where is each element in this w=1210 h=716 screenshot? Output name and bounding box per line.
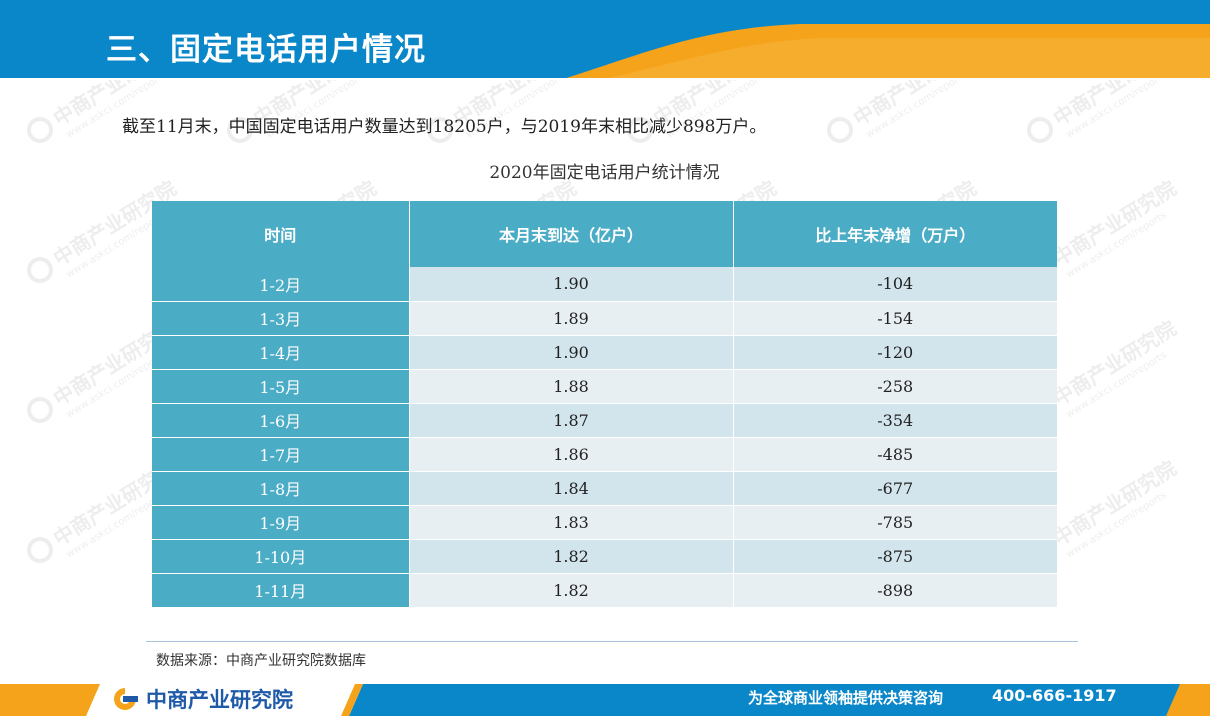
source-note: 数据来源：中商产业研究院数据库	[156, 653, 366, 669]
column-header-net: 比上年末净增（万户）	[733, 201, 1057, 267]
cell-period: 1-2月	[152, 267, 410, 302]
cell-period: 1-8月	[152, 471, 410, 506]
cell-net: -258	[733, 369, 1057, 404]
cell-period: 1-6月	[152, 403, 410, 438]
footer-background	[0, 684, 1210, 716]
brand: 中商产业研究院	[110, 685, 293, 713]
column-header-period: 时间	[152, 201, 410, 267]
svg-text:中商产业研究院: 中商产业研究院	[1049, 316, 1180, 411]
header-background	[0, 0, 1210, 80]
brand-name: 中商产业研究院	[146, 688, 293, 712]
table-row: 1-10月 1.82 -875	[152, 539, 1057, 574]
source-divider	[146, 641, 1078, 642]
brand-logo-icon	[114, 688, 138, 710]
svg-text:中商产业研究院: 中商产业研究院	[1049, 80, 1180, 131]
cell-users: 1.82	[409, 539, 734, 574]
svg-text:www.askci.com/reports: www.askci.com/reports	[1064, 80, 1168, 141]
cell-period: 1-11月	[152, 573, 410, 608]
cell-net: -898	[733, 573, 1057, 608]
cell-users: 1.84	[409, 471, 734, 506]
table-row: 1-5月 1.88 -258	[152, 369, 1057, 404]
cell-net: -875	[733, 539, 1057, 574]
column-header-users: 本月末到达（亿户）	[409, 201, 734, 267]
cell-users: 1.88	[409, 369, 734, 404]
cell-net: -677	[733, 471, 1057, 506]
svg-text:www.askci.com/reports: www.askci.com/reports	[1064, 490, 1168, 561]
cell-period: 1-7月	[152, 437, 410, 472]
cell-period: 1-5月	[152, 369, 410, 404]
stats-table: 时间 本月末到达（亿户） 比上年末净增（万户） 1-2月 1.90 -104 1…	[152, 201, 1057, 608]
svg-text:www.askci.com/reports: www.askci.com/reports	[1064, 350, 1168, 421]
svg-text:www.askci.com/reports: www.askci.com/reports	[1064, 210, 1168, 281]
table-row: 1-4月 1.90 -120	[152, 335, 1057, 370]
cell-period: 1-3月	[152, 301, 410, 336]
cell-users: 1.87	[409, 403, 734, 438]
cell-users: 1.89	[409, 301, 734, 336]
table-row: 1-6月 1.87 -354	[152, 403, 1057, 438]
cell-net: -485	[733, 437, 1057, 472]
footer-slogan: 为全球商业领袖提供决策咨询	[748, 689, 944, 707]
cell-users: 1.83	[409, 505, 734, 540]
table-title: 2020年固定电话用户统计情况	[489, 163, 720, 183]
page-title: 三、固定电话用户情况	[106, 32, 426, 68]
footer-phone: 400-666-1917	[992, 686, 1117, 705]
cell-net: -104	[733, 267, 1057, 302]
table-header-row: 时间 本月末到达（亿户） 比上年末净增（万户）	[152, 201, 1057, 267]
table-row: 1-3月 1.89 -154	[152, 301, 1057, 336]
cell-users: 1.90	[409, 267, 734, 302]
cell-net: -354	[733, 403, 1057, 438]
cell-net: -154	[733, 301, 1057, 336]
table-row: 1-9月 1.83 -785	[152, 505, 1057, 540]
cell-net: -785	[733, 505, 1057, 540]
table-row: 1-8月 1.84 -677	[152, 471, 1057, 506]
table-row: 1-7月 1.86 -485	[152, 437, 1057, 472]
svg-text:中商产业研究院: 中商产业研究院	[1049, 176, 1180, 271]
footer-bar	[0, 682, 1210, 716]
intro-text: 截至11月末，中国固定电话用户数量达到18205户，与2019年末相比减少898…	[122, 117, 767, 137]
cell-users: 1.86	[409, 437, 734, 472]
header-banner: 三、固定电话用户情况	[0, 0, 1210, 80]
svg-text:中商产业研究院: 中商产业研究院	[1049, 456, 1180, 551]
cell-period: 1-9月	[152, 505, 410, 540]
table-row: 1-2月 1.90 -104	[152, 267, 1057, 302]
cell-period: 1-4月	[152, 335, 410, 370]
cell-net: -120	[733, 335, 1057, 370]
cell-period: 1-10月	[152, 539, 410, 574]
cell-users: 1.90	[409, 335, 734, 370]
cell-users: 1.82	[409, 573, 734, 608]
table-row: 1-11月 1.82 -898	[152, 573, 1057, 608]
